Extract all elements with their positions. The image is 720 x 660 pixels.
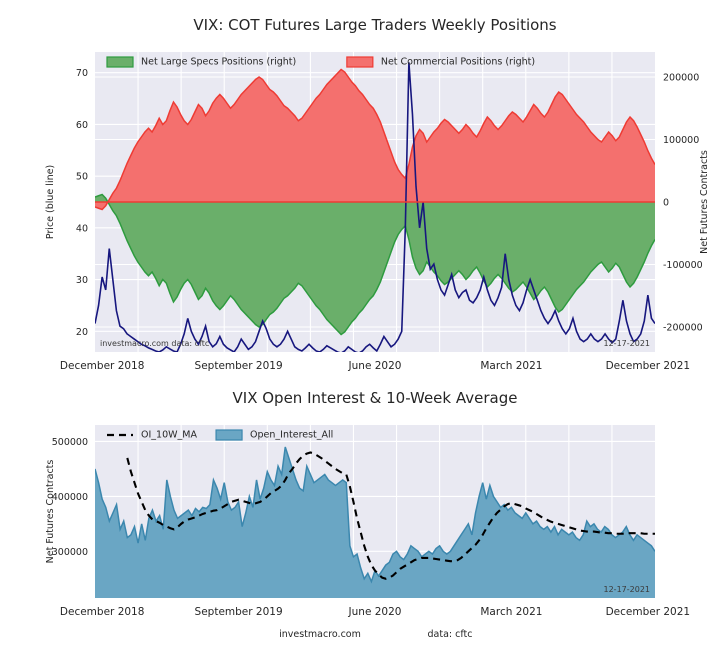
open-interest-legend-swatch-1 <box>215 429 243 441</box>
cot-positions-series-line-1 <box>95 68 655 211</box>
open-interest-ytick-2: 500000 <box>52 437 88 448</box>
cot-positions-ytick-4: 60 <box>76 120 88 131</box>
open-interest-xtick-1: September 2019 <box>195 606 283 618</box>
open-interest-xtick-0: December 2018 <box>60 606 145 618</box>
open-interest-xtick-3: March 2021 <box>480 606 542 618</box>
cot-positions-series-line-0 <box>95 193 655 336</box>
cot-positions-ytick-5: 70 <box>76 68 88 79</box>
cot-positions-y2tick-2: 0 <box>663 198 669 209</box>
open-interest-ytick-1: 400000 <box>52 492 88 503</box>
cot-positions-ytick-0: 20 <box>76 327 88 338</box>
cot-positions-y2tick-4: 200000 <box>663 73 699 84</box>
cot-positions-legend-swatch-0 <box>106 56 134 68</box>
cot-positions-series-price-line <box>95 62 655 352</box>
cot-positions-xtick-2: June 2020 <box>348 360 402 372</box>
cot-positions-y2label: Net Futures Contracts <box>699 150 710 254</box>
cot-positions-ytick-2: 40 <box>76 223 88 234</box>
cot-positions-y2tick-3: 100000 <box>663 135 699 146</box>
cot-positions-xtick-4: December 2021 <box>606 360 691 372</box>
cot-positions-xtick-1: September 2019 <box>195 360 283 372</box>
cot-positions-ytick-3: 50 <box>76 172 88 183</box>
open-interest-xtick-4: December 2021 <box>606 606 691 618</box>
cot-positions-legend-label-1: Net Commercial Positions (right) <box>381 57 535 68</box>
cot-positions-legend-label-0: Net Large Specs Positions (right) <box>141 57 296 68</box>
cot-positions-y2tick-0: -200000 <box>663 323 703 334</box>
cot-positions-ytick-1: 30 <box>76 275 88 286</box>
cot-positions-watermark-left: investmacro.com data: cftc <box>100 339 209 348</box>
open-interest-xtick-2: June 2020 <box>348 606 402 618</box>
open-interest-watermark-right: 12-17-2021 <box>604 585 651 594</box>
open-interest-series-ma-line <box>126 451 655 580</box>
open-interest-legend-label-0: OI_10W_MA <box>141 430 197 441</box>
cot-positions-xtick-3: March 2021 <box>480 360 542 372</box>
cot-positions-legend-swatch-1 <box>346 56 374 68</box>
cot-positions-ylabel: Price (blue line) <box>45 165 56 239</box>
open-interest-title: VIX Open Interest & 10-Week Average <box>233 389 518 407</box>
open-interest-ytick-0: 300000 <box>52 547 88 558</box>
cot-positions-xtick-0: December 2018 <box>60 360 145 372</box>
open-interest-series-fill-0 <box>95 446 655 598</box>
cot-positions-y2tick-1: -100000 <box>663 260 703 271</box>
footer-data-source: data: cftc <box>428 629 473 640</box>
footer-site: investmacro.com <box>279 629 361 640</box>
open-interest-ylabel: Net Futures Contracts <box>45 460 56 564</box>
cot-positions-title: VIX: COT Futures Large Traders Weekly Po… <box>193 16 556 34</box>
cot-positions-watermark-right: 12-17-2021 <box>604 339 651 348</box>
open-interest-legend-label-1: Open_Interest_All <box>250 430 333 441</box>
